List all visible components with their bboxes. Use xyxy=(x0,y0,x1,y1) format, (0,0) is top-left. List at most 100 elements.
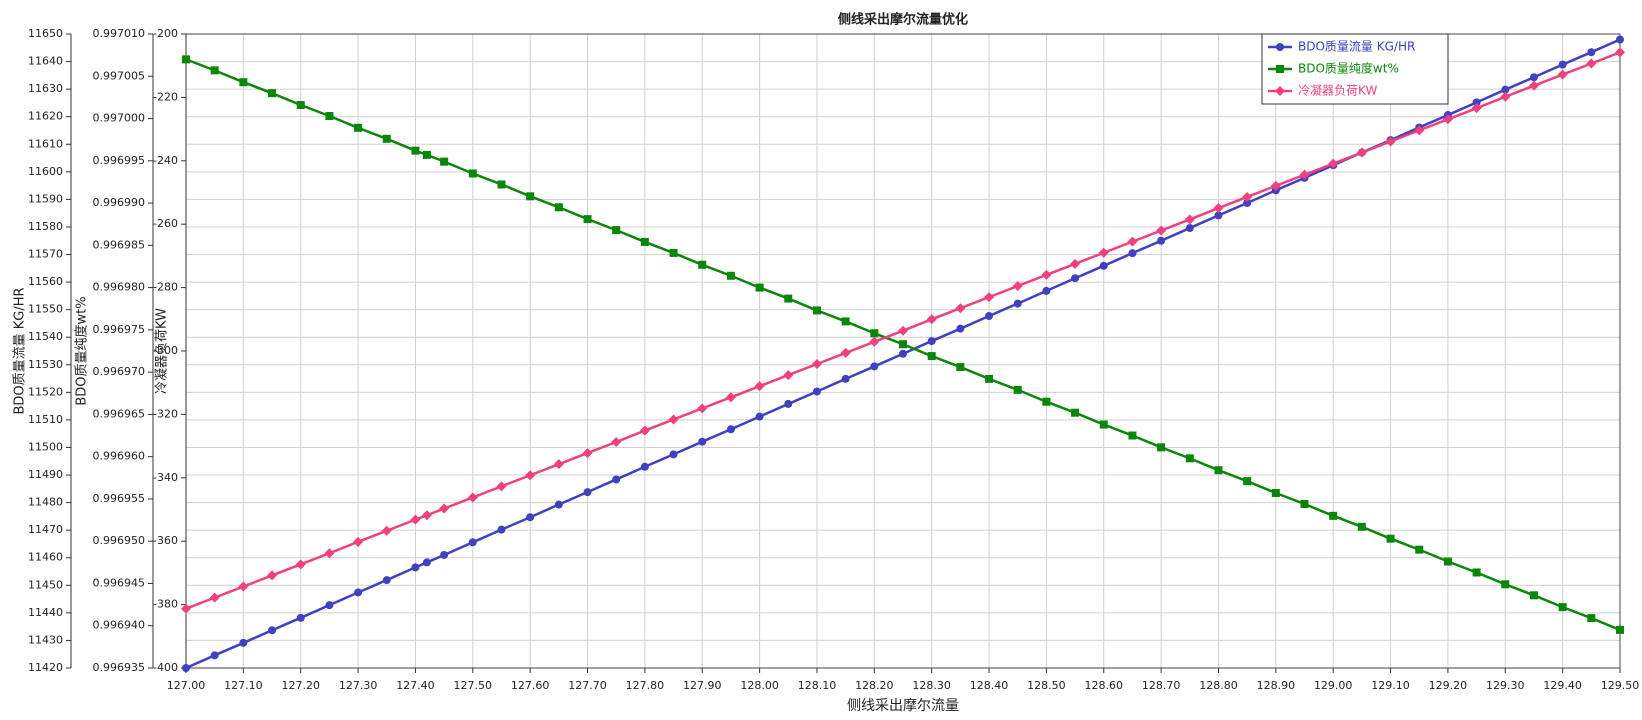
x-tick-label: 129.40 xyxy=(1543,679,1582,692)
x-tick-label: 127.50 xyxy=(454,679,493,692)
data-point xyxy=(411,146,420,155)
data-point xyxy=(1501,580,1510,589)
data-point xyxy=(1157,443,1166,452)
y-tick-label: 0.996970 xyxy=(93,365,146,378)
data-point xyxy=(267,570,278,581)
data-point xyxy=(1099,261,1108,270)
data-point xyxy=(870,329,879,338)
data-point xyxy=(497,180,506,189)
data-point xyxy=(811,358,822,369)
data-point xyxy=(411,563,420,572)
y-tick-label: 0.996965 xyxy=(93,407,146,420)
data-point xyxy=(440,157,449,166)
data-point xyxy=(553,459,564,470)
legend: BDO质量流量 KG/HR BDO质量纯度wt% 冷凝器负荷KW xyxy=(1261,33,1449,105)
data-point xyxy=(181,603,191,614)
data-point xyxy=(422,558,431,567)
data-point xyxy=(325,601,334,610)
data-point xyxy=(182,55,190,64)
y-tick-label: -300 xyxy=(153,344,178,357)
data-point xyxy=(985,311,994,320)
data-point xyxy=(1615,47,1625,58)
y-tick-label: -340 xyxy=(153,471,178,484)
data-point xyxy=(440,550,449,559)
x-tick-label: 127.60 xyxy=(511,679,550,692)
data-point xyxy=(296,101,305,110)
data-point xyxy=(869,336,880,347)
y-tick-label: 0.996985 xyxy=(93,238,146,251)
data-point xyxy=(1414,125,1425,136)
data-point xyxy=(1213,203,1224,214)
y-tick-label: 11620 xyxy=(28,110,63,123)
data-point xyxy=(812,387,821,396)
legend-marker xyxy=(1275,86,1285,96)
y-axis-label: BDO质量纯度wt% xyxy=(74,296,90,405)
chart-title: 侧线采出摩尔流量优化 xyxy=(838,12,968,28)
data-point xyxy=(698,437,707,446)
data-point xyxy=(1558,60,1567,69)
y-tick-label: 0.997000 xyxy=(93,112,146,125)
data-point xyxy=(468,538,477,547)
y-tick-label: -320 xyxy=(153,407,178,420)
data-point xyxy=(927,352,936,361)
data-point xyxy=(239,78,248,87)
x-tick-label: 127.20 xyxy=(281,679,320,692)
legend-box xyxy=(1261,33,1449,105)
x-tick-label: 128.60 xyxy=(1085,679,1124,692)
y-axis-label: BDO质量流量 KG/HR xyxy=(13,287,28,414)
data-point xyxy=(698,260,707,269)
data-point xyxy=(1013,299,1022,308)
data-point xyxy=(1214,466,1223,475)
data-point xyxy=(1357,522,1366,531)
data-point xyxy=(1270,180,1281,191)
y-tick-label: 11560 xyxy=(28,275,63,288)
y-tick-label: 11650 xyxy=(28,27,63,40)
data-point xyxy=(1300,500,1309,509)
x-tick-label: 128.90 xyxy=(1257,679,1296,692)
x-tick-label: 128.50 xyxy=(1027,679,1066,692)
series-line xyxy=(185,58,1621,632)
legend-label: BDO质量纯度wt% xyxy=(1298,61,1399,76)
x-tick-label: 128.80 xyxy=(1199,679,1238,692)
y-tick-label: 11460 xyxy=(28,551,63,564)
data-point xyxy=(640,237,649,246)
x-tick-label: 127.80 xyxy=(626,679,665,692)
data-point xyxy=(726,271,735,280)
data-point xyxy=(899,349,907,358)
data-point xyxy=(612,475,621,484)
data-point xyxy=(1099,420,1108,429)
data-point xyxy=(583,215,592,224)
y-tick-label: -360 xyxy=(153,534,178,547)
y-tick-label: 11610 xyxy=(28,137,63,150)
data-point xyxy=(726,425,735,434)
legend-marker xyxy=(1276,43,1284,51)
x-tick-label: 127.70 xyxy=(568,679,607,692)
data-point xyxy=(1098,247,1109,258)
y-tick-label: 11630 xyxy=(28,82,63,95)
x-tick-label: 128.10 xyxy=(798,679,837,692)
legend-label: BDO质量流量 KG/HR xyxy=(1298,40,1415,54)
data-point xyxy=(1012,281,1023,292)
data-point xyxy=(1042,286,1051,295)
data-point xyxy=(754,381,765,392)
x-tick-label: 128.70 xyxy=(1142,679,1181,692)
data-point xyxy=(1471,103,1482,114)
data-point xyxy=(669,248,678,257)
data-point xyxy=(1587,48,1596,57)
y-tick-label: 11540 xyxy=(28,330,63,343)
data-point xyxy=(295,559,306,570)
data-point xyxy=(439,503,450,514)
y-tick-label: -260 xyxy=(153,217,178,230)
data-point xyxy=(956,363,965,372)
data-point xyxy=(1443,557,1452,566)
y-tick-label: 11550 xyxy=(28,303,63,316)
y-axis-label: 冷凝器负荷KW xyxy=(154,308,170,394)
x-tick-label: 127.00 xyxy=(167,679,206,692)
data-point xyxy=(1041,269,1052,280)
y-tick-label: -200 xyxy=(153,27,178,40)
data-point xyxy=(955,303,966,314)
data-point xyxy=(182,664,190,672)
data-point xyxy=(210,651,219,660)
data-point xyxy=(554,500,563,509)
